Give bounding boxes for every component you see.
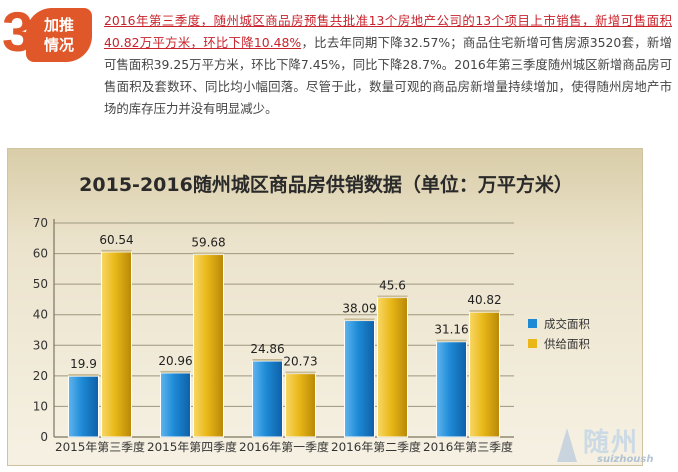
bar — [193, 254, 224, 438]
x-tick-label: 2016年第三季度 — [423, 440, 514, 454]
data-label: 20.96 — [158, 354, 192, 368]
legend-label: 供给面积 — [544, 337, 590, 351]
data-label: 45.6 — [379, 279, 406, 293]
badge-line-1: 加推 — [43, 16, 74, 34]
legend-swatch — [528, 319, 537, 328]
bar — [285, 373, 316, 438]
y-tick-label: 50 — [33, 277, 48, 291]
y-tick-label: 40 — [33, 308, 48, 322]
bar-top-shadow — [344, 318, 375, 321]
bar-top-shadow — [68, 374, 99, 377]
legend-label: 成交面积 — [544, 317, 590, 331]
section-badge: 加推 情况 — [26, 8, 92, 62]
watermark-logo: 随州 suizhoush — [553, 420, 677, 472]
chart-title: 2015-2016随州城区商品房供销数据（单位：万平方米） — [79, 173, 573, 196]
bar-top-shadow — [469, 310, 500, 313]
badge-line-2: 情况 — [43, 36, 74, 54]
bar-chart: 2015-2016随州城区商品房供销数据（单位：万平方米） 0 10 20 30 40 5… — [33, 173, 591, 454]
data-label: 19.9 — [70, 357, 97, 371]
y-tick-label: 0 — [40, 430, 48, 444]
bar — [68, 375, 99, 438]
data-label: 60.54 — [99, 233, 133, 247]
highlight-text: 2016年第三季度，随州城区商品房预售共批准13个房地产公司的13个项目上市销售… — [104, 13, 672, 50]
bar — [469, 311, 500, 438]
bar-top-shadow — [377, 295, 408, 298]
data-label: 40.82 — [467, 293, 501, 307]
intro-paragraph: 2016年第三季度，随州城区商品房预售共批准13个房地产公司的13个项目上市销售… — [104, 10, 672, 120]
x-tick-label: 2015年第三季度 — [55, 440, 146, 454]
legend-swatch — [528, 339, 537, 348]
bar — [344, 320, 375, 438]
bar — [436, 341, 467, 438]
watermark-text: 随州 — [583, 428, 640, 458]
data-label: 31.16 — [434, 323, 468, 337]
y-tick-label: 70 — [33, 216, 48, 230]
chart-panel: 2015-2016随州城区商品房供销数据（单位：万平方米） 0 10 20 30 40 5… — [7, 148, 643, 466]
bar-top-shadow — [436, 339, 467, 342]
y-tick-label: 60 — [33, 247, 48, 261]
bar-top-shadow — [252, 358, 283, 361]
watermark-icon — [557, 428, 577, 462]
y-tick-label: 10 — [33, 399, 48, 413]
bar-top-shadow — [101, 249, 132, 252]
bar — [160, 372, 191, 438]
bar-top-shadow — [193, 252, 224, 255]
y-tick-label: 30 — [33, 338, 48, 352]
watermark-subtext: suizhoush — [597, 454, 654, 465]
bar-top-shadow — [285, 371, 316, 374]
data-label: 38.09 — [342, 302, 376, 316]
bar — [252, 360, 283, 438]
bar-top-shadow — [160, 370, 191, 373]
body-text: ，比去年同期下降32.57%；商品住宅新增可售房源3520套，新增可售面积39.… — [104, 35, 673, 116]
x-tick-label: 2016年第二季度 — [331, 440, 422, 454]
bar — [101, 251, 132, 438]
bar — [377, 297, 408, 438]
data-label: 20.73 — [283, 355, 317, 369]
x-tick-label: 2015年第四季度 — [147, 440, 238, 454]
data-label: 24.86 — [250, 342, 284, 356]
data-label: 59.68 — [191, 236, 225, 250]
x-tick-label: 2016年第一季度 — [239, 440, 330, 454]
y-tick-label: 20 — [33, 369, 48, 383]
